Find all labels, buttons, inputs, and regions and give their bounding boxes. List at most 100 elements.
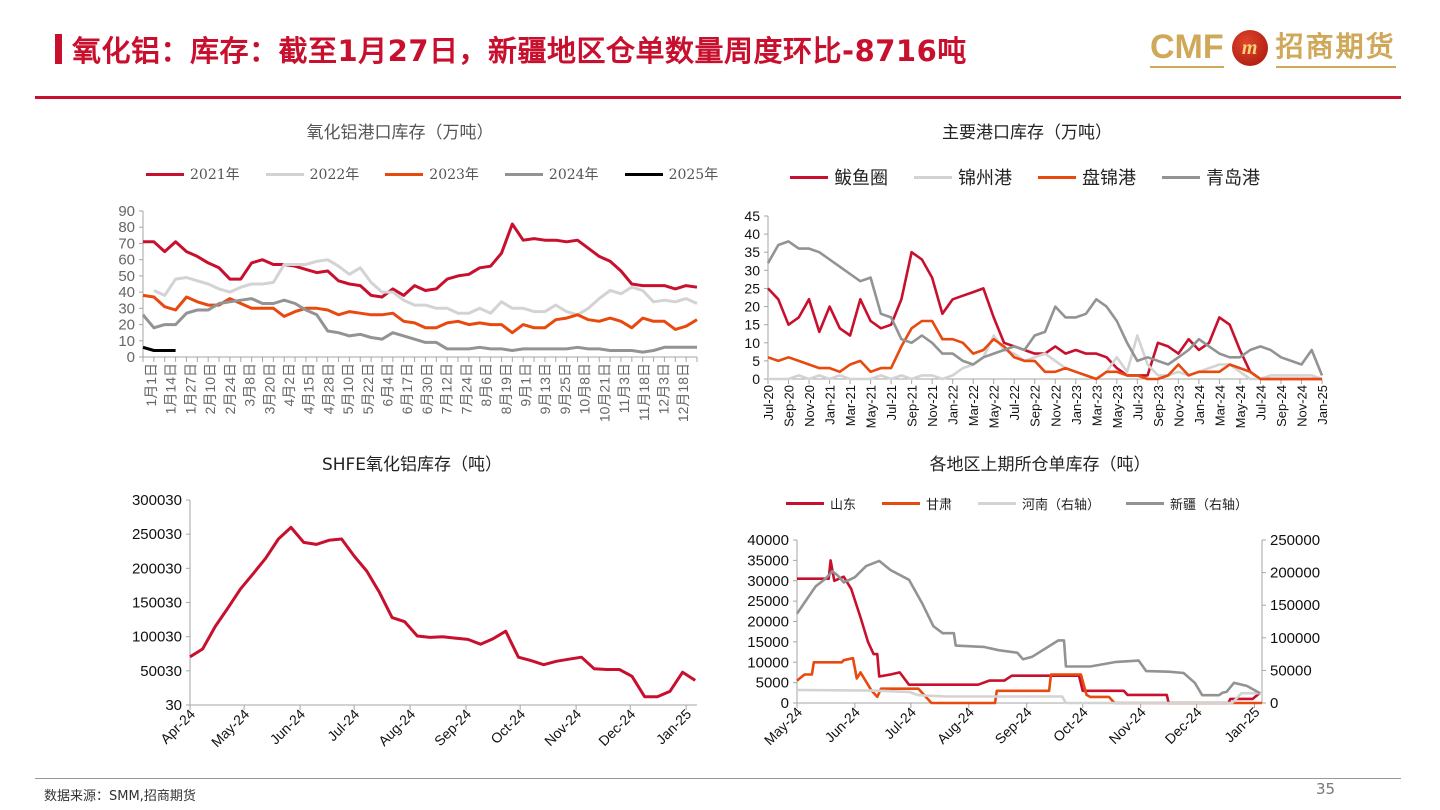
x-tick-label: Nov-24: [1294, 385, 1309, 427]
x-tick-label: Jan-23: [1069, 385, 1084, 425]
x-tick-label: 12月18日: [675, 363, 691, 422]
series-line-3: [766, 240, 1324, 376]
legend-swatch: [1126, 502, 1165, 505]
legend-item: 2021年: [146, 164, 240, 184]
legend-swatch: [265, 172, 304, 176]
x-tick-label: 3月20日: [261, 363, 277, 414]
x-tick-label: 4月2日: [281, 363, 297, 407]
y-tick-label: 5000: [756, 675, 789, 692]
series-line-0: [143, 222, 698, 299]
legend-item: 锦州港: [914, 164, 1012, 190]
y-tick-label-right: 50000: [1270, 662, 1312, 679]
x-tick-label: May-24: [1233, 385, 1248, 428]
x-tick-label: 10月8日: [577, 363, 593, 414]
legend-item: 鲅鱼圈: [790, 164, 888, 190]
y-tick-label: 25000: [747, 593, 789, 610]
y-tick-label: 10: [744, 335, 760, 351]
x-tick-label: 10月21日: [596, 363, 612, 422]
x-tick-label: 4月28日: [320, 363, 336, 414]
legend-label: 2021年: [190, 167, 240, 183]
x-tick-label: Mar-24: [1212, 385, 1227, 426]
x-tick-label: Sep-22: [1028, 385, 1043, 427]
y-tick-label: 0: [781, 695, 789, 712]
legend-label: 2023年: [429, 167, 479, 183]
x-tick-label: 2月10日: [202, 363, 218, 414]
legend-swatch: [146, 172, 184, 176]
x-tick-label: Sep-20: [782, 385, 797, 427]
y-tick-label-right: 250000: [1270, 532, 1320, 549]
x-tick-label: 4月15日: [301, 363, 317, 414]
y-tick-label: 25: [744, 280, 760, 296]
series-line-3: [795, 559, 1261, 697]
legend-swatch: [786, 502, 824, 505]
legend-label: 河南（右轴）: [1022, 498, 1101, 513]
y-tick-label: 30: [165, 697, 182, 714]
x-tick-label: May-24: [208, 706, 252, 750]
legend-label: 2025年: [668, 167, 719, 183]
footer-divider: [35, 778, 1401, 779]
chart-title-major-ports: 主要港口库存（万吨）: [942, 123, 1112, 143]
legend-label: 2022年: [309, 167, 360, 183]
x-tick-label: Jul-24: [1253, 385, 1268, 420]
x-tick-label: 6月17日: [399, 363, 415, 414]
y-tick-label: 0: [752, 371, 760, 387]
chart-title-warrant-by-region: 各地区上期所仓单库存（吨）: [929, 455, 1151, 475]
y-tick-label: 45: [744, 208, 760, 224]
y-tick-label: 40: [744, 226, 760, 242]
x-tick-label: May-22: [987, 385, 1002, 428]
x-tick-label: Jul-24: [881, 704, 919, 742]
legend-swatch: [1038, 175, 1076, 179]
y-tick-label: 30: [744, 262, 760, 278]
legend-swatch: [385, 172, 424, 176]
x-tick-label: 5月10日: [340, 363, 356, 414]
x-tick-label: Nov-21: [925, 385, 940, 427]
legend-label: 青岛港: [1206, 168, 1260, 189]
x-tick-label: Jul-24: [324, 706, 362, 744]
x-tick-label: 11月18日: [636, 363, 652, 421]
series-line-2: [767, 319, 1322, 381]
x-tick-label: Jan-24: [1192, 385, 1207, 425]
x-tick-label: 7月24日: [458, 363, 474, 414]
series-line-0: [767, 250, 1322, 381]
x-tick-label: Jul-23: [1130, 385, 1145, 420]
legend-item: 2024年: [504, 164, 599, 184]
y-tick-label: 20000: [747, 614, 789, 631]
legend-swatch: [882, 502, 921, 505]
x-tick-label: 7月12日: [439, 363, 455, 414]
series-line-1: [796, 656, 1262, 705]
y-tick-label: 50: [118, 268, 135, 285]
y-tick-label: 30: [118, 300, 135, 317]
y-tick-label-right: 150000: [1270, 597, 1320, 614]
chart-title-shfe-inventory: SHFE氧化铝库存（吨）: [321, 455, 503, 475]
x-tick-label: Dec-24: [595, 706, 638, 749]
series-line-3: [141, 297, 697, 354]
y-tick-label-right: 0: [1270, 695, 1278, 712]
legend-item: 2025年: [624, 164, 719, 184]
y-tick-label: 10000: [747, 654, 789, 671]
x-tick-label: 2月24日: [222, 363, 238, 414]
page-number: 35: [1316, 780, 1336, 798]
x-tick-label: Jan-22: [946, 385, 961, 425]
x-tick-label: Nov-20: [802, 385, 817, 427]
y-tick-label-right: 100000: [1270, 630, 1320, 647]
x-tick-label: 11月3日: [616, 363, 632, 413]
x-tick-label: 9月1日: [517, 363, 533, 407]
header-divider: [35, 96, 1401, 99]
legend-major-ports: 鲅鱼圈 锦州港 盘锦港 青岛港: [790, 164, 1286, 190]
y-tick-label: 40000: [747, 532, 789, 549]
x-tick-label: 9月25日: [557, 363, 573, 414]
series-line-0: [189, 525, 697, 699]
x-tick-label: Sep-24: [1274, 385, 1289, 427]
legend-label: 新疆（右轴）: [1170, 498, 1249, 513]
legend-label: 2024年: [548, 167, 599, 183]
x-tick-label: 1月27日: [182, 363, 198, 414]
y-tick-label: 100030: [132, 629, 182, 646]
x-tick-label: 12月3日: [655, 363, 671, 414]
logo-chinese: 招商期货: [1275, 28, 1396, 68]
x-tick-label: Sep-24: [992, 704, 1035, 747]
legend-item: 青岛港: [1162, 164, 1260, 190]
legend-item: 新疆（右轴）: [1126, 494, 1248, 513]
x-tick-label: Jul-22: [1007, 385, 1022, 420]
y-tick-label: 0: [127, 349, 135, 366]
x-tick-label: Mar-23: [1089, 385, 1104, 426]
